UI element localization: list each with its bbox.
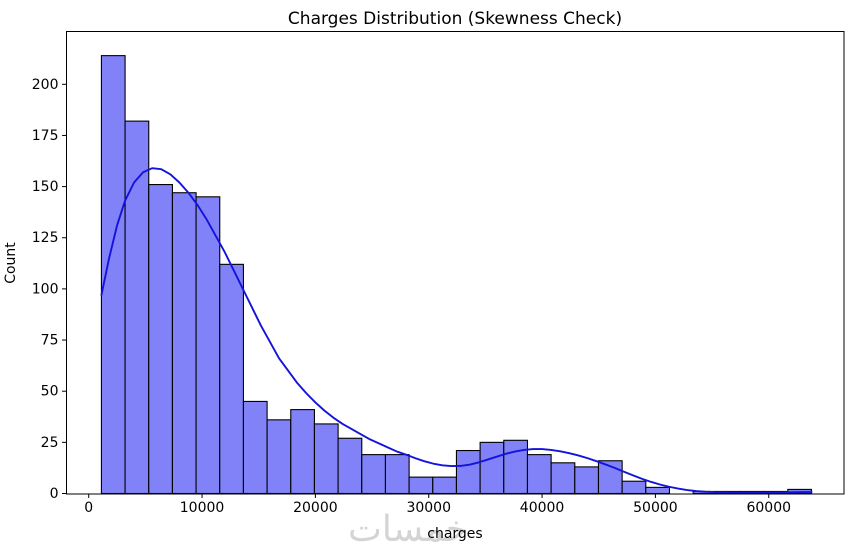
tick-labels: 0 10000 20000 30000 40000 50000 60000 0 25 50 75 10… bbox=[32, 77, 791, 516]
y-tick-label: 25 bbox=[41, 435, 59, 451]
plot-border bbox=[66, 31, 845, 495]
kde-curve bbox=[100, 167, 813, 494]
histogram-bar bbox=[195, 196, 221, 495]
histogram-bar bbox=[408, 476, 434, 495]
x-tick-label: 50000 bbox=[633, 500, 678, 516]
histogram-bar bbox=[313, 423, 339, 495]
y-axis-label: Count bbox=[3, 242, 19, 284]
histogram-bar bbox=[645, 486, 671, 495]
y-tick-label: 0 bbox=[50, 486, 59, 502]
y-tick-label: 75 bbox=[41, 333, 59, 349]
kde-curve-group bbox=[100, 167, 813, 494]
x-tick-label: 40000 bbox=[520, 500, 565, 516]
y-tick-label: 50 bbox=[41, 384, 59, 400]
histogram-bar bbox=[526, 454, 552, 495]
chart-title: Charges Distribution (Skewness Check) bbox=[288, 9, 622, 29]
histogram-bar bbox=[242, 400, 268, 495]
y-tick-label: 200 bbox=[32, 77, 59, 93]
histogram-bar bbox=[503, 439, 529, 495]
x-tick-label: 0 bbox=[84, 500, 93, 516]
histogram-bar bbox=[219, 263, 244, 495]
histogram-bar bbox=[337, 437, 363, 495]
histogram-bar bbox=[432, 476, 457, 495]
histogram-bar bbox=[550, 462, 576, 495]
y-tick-label: 150 bbox=[32, 179, 59, 195]
histogram-bar bbox=[384, 454, 410, 495]
x-tick-label: 20000 bbox=[293, 500, 338, 516]
y-tick-label: 175 bbox=[32, 128, 59, 144]
watermark-text: خمسات bbox=[348, 509, 468, 547]
histogram-bar bbox=[148, 184, 173, 495]
histogram-bar bbox=[266, 419, 292, 495]
histogram-bars bbox=[100, 55, 813, 495]
x-tick-label: 60000 bbox=[746, 500, 791, 516]
x-tick-label: 10000 bbox=[180, 500, 225, 516]
histogram-bar bbox=[171, 192, 197, 495]
histogram-bar bbox=[621, 480, 647, 495]
axes bbox=[66, 31, 845, 495]
histogram-bar bbox=[455, 449, 481, 495]
y-tick-label: 100 bbox=[32, 281, 59, 297]
y-tick-label: 125 bbox=[32, 230, 59, 246]
x-tick-label: 30000 bbox=[406, 500, 451, 516]
histogram-bar bbox=[290, 409, 315, 495]
histogram-bar bbox=[574, 466, 600, 495]
x-axis-label: charges bbox=[427, 526, 482, 542]
histogram-bar bbox=[479, 441, 505, 495]
histogram-bar bbox=[124, 120, 150, 495]
histogram-bar bbox=[361, 454, 386, 495]
